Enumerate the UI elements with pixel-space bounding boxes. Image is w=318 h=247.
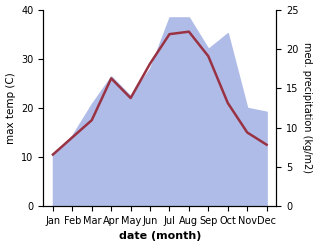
- Y-axis label: max temp (C): max temp (C): [5, 72, 16, 144]
- X-axis label: date (month): date (month): [119, 231, 201, 242]
- Y-axis label: med. precipitation (kg/m2): med. precipitation (kg/m2): [302, 42, 313, 173]
